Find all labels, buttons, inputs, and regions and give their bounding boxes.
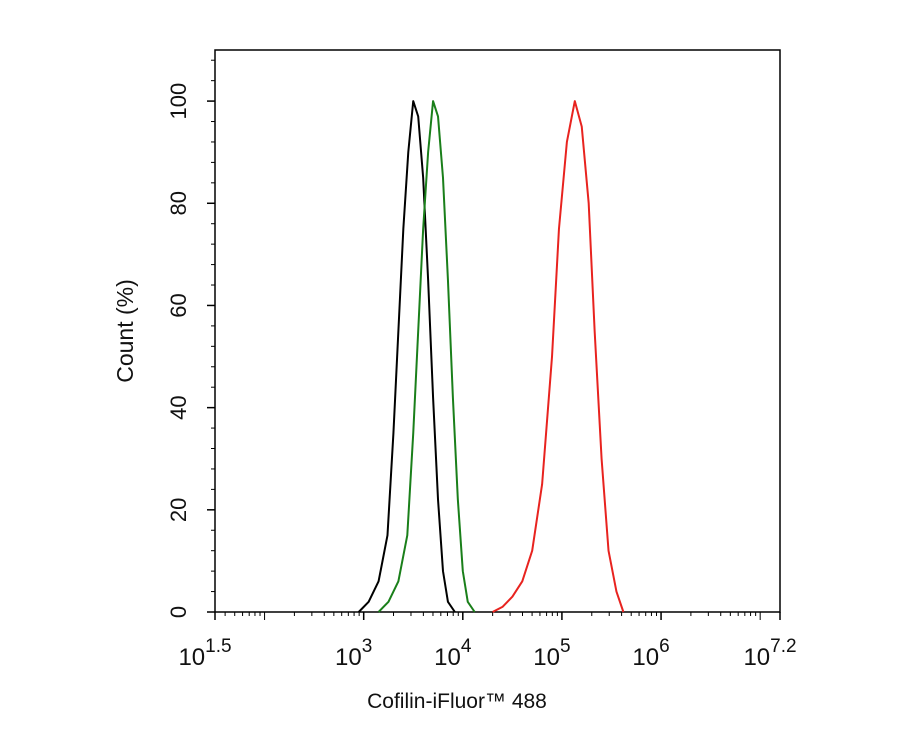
x-tick-base: 10	[434, 644, 461, 671]
x-tick-label: 101.5	[178, 636, 231, 671]
x-tick-base: 10	[743, 644, 770, 671]
y-tick-label: 100	[166, 83, 191, 120]
y-tick-label: 20	[166, 498, 191, 522]
plot-frame	[214, 49, 781, 613]
x-tick-exponent: 5	[560, 636, 571, 657]
x-tick-base: 10	[178, 644, 205, 671]
histogram-line	[358, 100, 456, 613]
x-tick-base: 10	[533, 644, 560, 671]
x-tick-base: 10	[632, 644, 659, 671]
x-tick-label: 106	[632, 636, 669, 671]
histogram-line	[377, 100, 476, 613]
x-tick-label: 104	[434, 636, 472, 671]
x-tick-base: 10	[335, 644, 362, 671]
x-tick-exponent: 3	[362, 636, 373, 657]
y-tick-label: 40	[166, 395, 191, 419]
y-tick-label: 80	[166, 191, 191, 215]
y-tick-label: 60	[166, 293, 191, 317]
x-tick-exponent: 1.5	[205, 636, 231, 657]
histogram-line	[492, 100, 625, 613]
y-tick-label: 0	[166, 606, 191, 618]
x-tick-label: 105	[533, 636, 570, 671]
x-axis-label: Cofilin-iFluor™ 488	[367, 690, 547, 713]
x-tick-label: 103	[335, 636, 372, 671]
y-axis-label: Count (%)	[112, 279, 138, 383]
x-tick-exponent: 7.2	[770, 636, 796, 657]
x-tick-exponent: 6	[659, 636, 670, 657]
x-tick-exponent: 4	[461, 636, 472, 657]
x-tick-label: 107.2	[743, 636, 796, 671]
